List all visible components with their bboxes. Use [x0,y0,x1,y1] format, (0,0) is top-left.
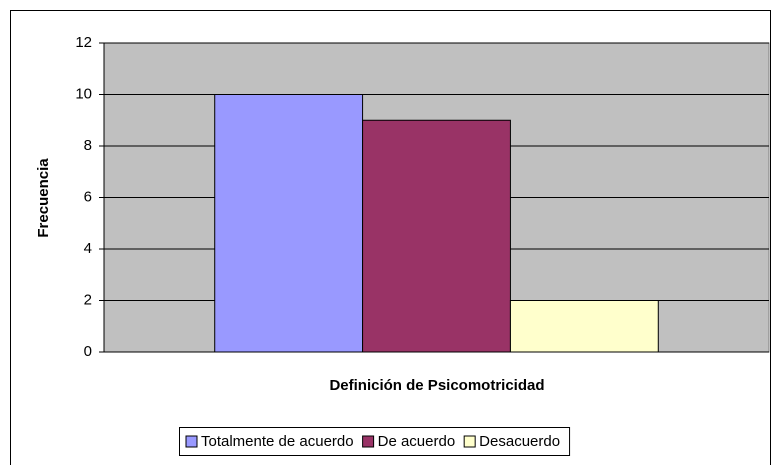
bar [509,300,659,353]
legend-label: Totalmente de acuerdo [201,433,354,450]
legend-swatch [362,435,375,448]
y-tick-label: 0 [84,343,92,360]
y-tick-label: 2 [84,291,92,308]
y-tick-label: 6 [84,188,92,205]
legend-label: De acuerdo [378,433,456,450]
legend-box [179,427,571,456]
bar [362,119,511,353]
y-tick-label: 8 [84,137,92,154]
legend-swatch [185,435,198,448]
legend-label: Desacuerdo [479,433,560,450]
legend-swatch [463,435,476,448]
y-axis-title: Frecuencia [35,158,52,238]
y-tick-label: 10 [75,85,92,102]
y-tick-label: 12 [75,34,92,51]
y-tick-label: 4 [84,240,92,257]
bar [214,94,364,353]
x-axis-title: Definición de Psicomotricidad [329,377,544,394]
